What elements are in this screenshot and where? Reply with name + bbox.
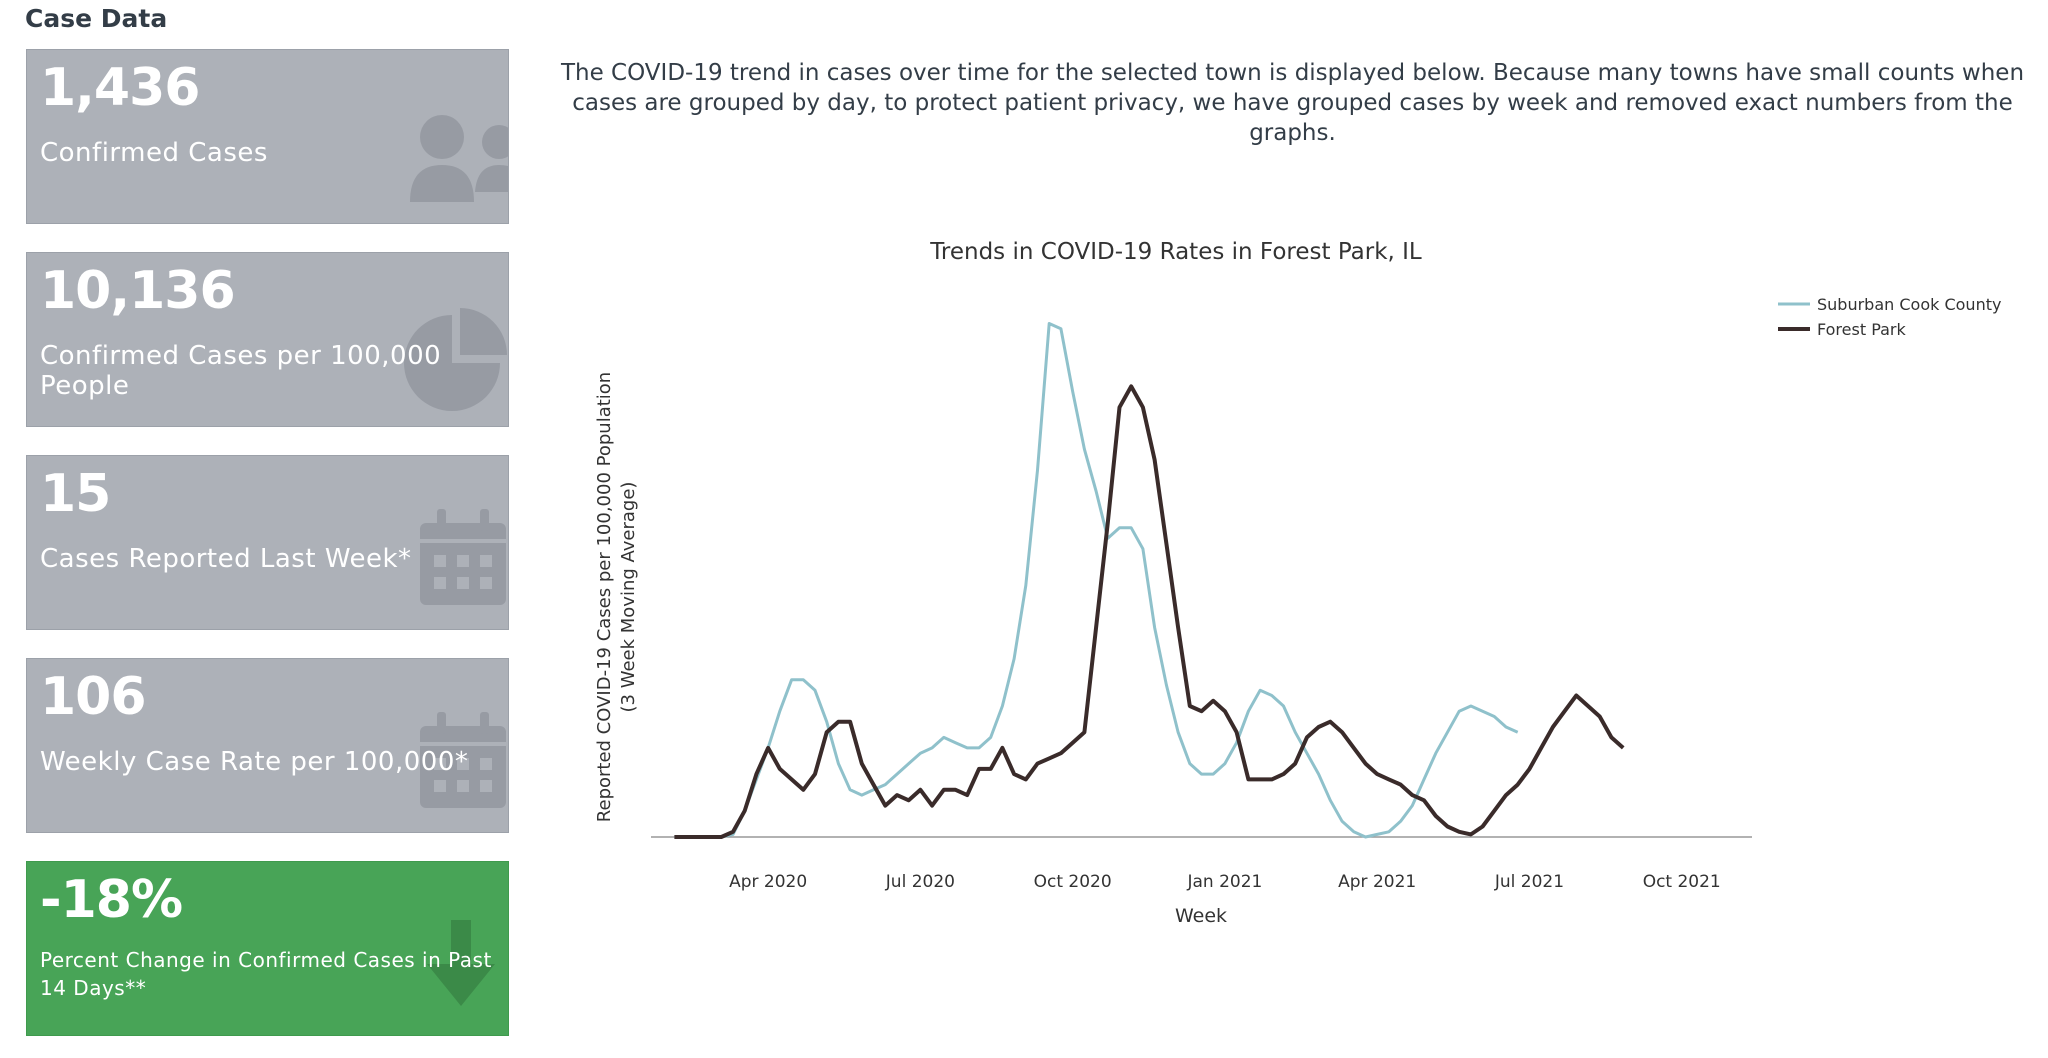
trend-chart: Trends in COVID-19 Rates in Forest Park,…	[594, 239, 2001, 927]
x-tick-label: Jul 2020	[885, 872, 955, 892]
x-tick-label: Apr 2020	[729, 872, 807, 892]
x-tick-label: Oct 2020	[1034, 872, 1112, 892]
x-tick-label: Jul 2021	[1494, 872, 1564, 892]
card-label: Confirmed Cases	[40, 138, 268, 168]
card-label: Percent Change in Confirmed Cases in Pas…	[40, 948, 492, 1000]
y-axis-label-group: Reported COVID-19 Cases per 100,000 Popu…	[594, 372, 639, 822]
series-lines	[674, 322, 1625, 839]
y-axis-sublabel: (3 Week Moving Average)	[618, 482, 639, 713]
percent-change-card: -18% Percent Change in Confirmed Cases i…	[26, 861, 509, 1036]
calendar-icon	[420, 712, 506, 808]
legend-label[interactable]: Forest Park	[1817, 320, 1907, 339]
legend-label[interactable]: Suburban Cook County	[1817, 295, 2001, 314]
card-value: 1,436	[40, 58, 200, 118]
cases-per-100k-card: 10,136 Confirmed Cases per 100,000 Peopl…	[26, 252, 509, 427]
series-line-suburban-cook-county	[674, 322, 1519, 839]
x-tick-label: Oct 2021	[1643, 872, 1721, 892]
card-value: 10,136	[40, 261, 236, 321]
cases-last-week-card: 15 Cases Reported Last Week*	[26, 455, 509, 630]
card-value: 106	[40, 667, 147, 727]
x-axis-ticks: Apr 2020 Jul 2020 Oct 2020 Jan 2021 Apr 2021…	[729, 872, 1721, 892]
arrow-down-icon	[427, 920, 495, 1006]
y-axis-label: Reported COVID-19 Cases per 100,000 Popu…	[594, 372, 615, 822]
series-line-forest-park	[674, 384, 1625, 839]
pie-chart-icon	[404, 308, 507, 411]
weekly-case-rate-card: 106 Weekly Case Rate per 100,000*	[26, 658, 509, 833]
chart-legend: Suburban Cook County Forest Park	[1778, 295, 2001, 339]
x-tick-label: Apr 2021	[1338, 872, 1416, 892]
card-label: Cases Reported Last Week*	[40, 544, 412, 574]
x-tick-label: Jan 2021	[1186, 872, 1262, 892]
case-data-heading: Case Data	[25, 4, 168, 33]
users-icon	[410, 115, 508, 202]
chart-title: Trends in COVID-19 Rates in Forest Park,…	[929, 239, 1422, 265]
card-label: Weekly Case Rate per 100,000*	[40, 747, 469, 777]
card-value: 15	[40, 464, 111, 524]
calendar-icon	[420, 509, 506, 605]
card-label: Confirmed Cases per 100,000 People	[40, 341, 442, 401]
chart-intro-text: The COVID-19 trend in cases over time fo…	[560, 60, 2025, 146]
confirmed-cases-card: 1,436 Confirmed Cases	[26, 49, 509, 224]
card-value: -18%	[40, 870, 183, 930]
x-axis-label: Week	[1175, 905, 1227, 927]
